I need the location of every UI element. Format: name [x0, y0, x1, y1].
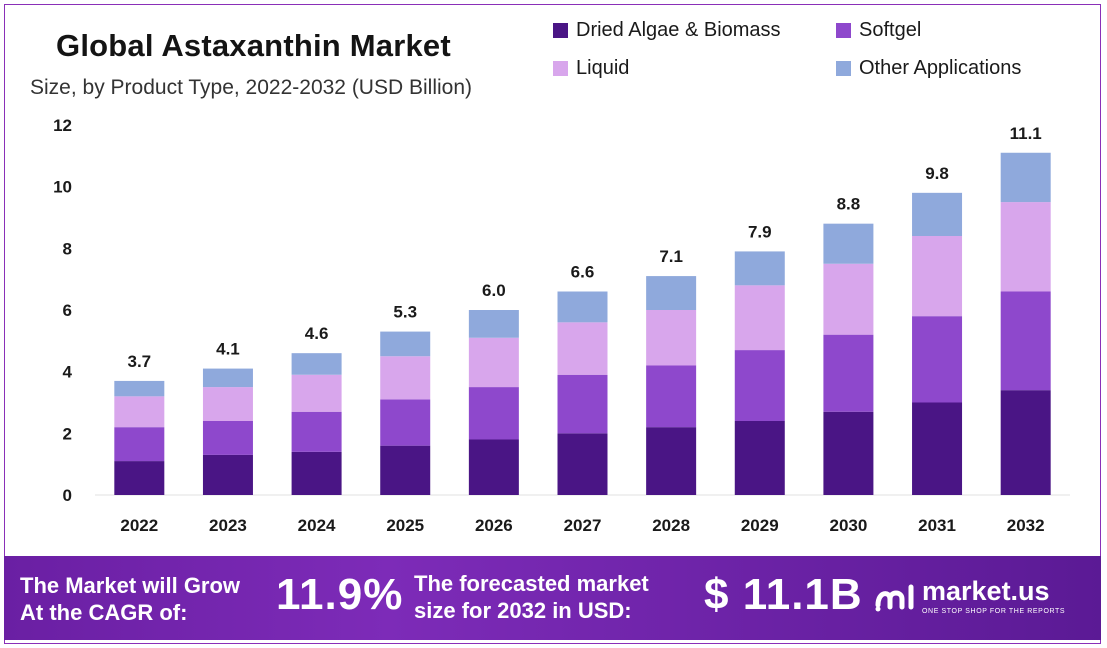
legend-item-softgel: Softgel: [836, 19, 921, 42]
bar-segment: [114, 380, 165, 397]
bar-segment: [646, 427, 697, 495]
summary-banner: The Market will Grow At the CAGR of: 11.…: [4, 556, 1101, 640]
y-tick-label: 12: [53, 116, 72, 135]
bar-segment: [1000, 390, 1051, 495]
bar-total-label: 5.3: [393, 303, 417, 322]
bar-segment: [557, 322, 608, 375]
bar-segment: [468, 337, 519, 388]
bar-segment: [1000, 291, 1051, 391]
legend-item-other-applications: Other Applications: [836, 57, 1021, 80]
bar-segment: [468, 387, 519, 440]
market-us-logo-icon: [875, 584, 914, 611]
bar-segment: [557, 433, 608, 495]
legend-item-dried-algae: Dried Algae & Biomass: [553, 19, 781, 42]
bar-segment: [202, 368, 253, 388]
bar-segment: [912, 192, 963, 236]
bar-segment: [380, 331, 431, 357]
legend-item-liquid: Liquid: [553, 57, 629, 80]
legend-swatch-softgel: [836, 23, 851, 38]
cagr-value: 11.9%: [276, 570, 404, 619]
bar-segment: [291, 353, 342, 375]
y-tick-label: 10: [53, 178, 72, 197]
brand-logo: market.us ONE STOP SHOP FOR THE REPORTS: [874, 576, 1065, 615]
bar-segment: [912, 236, 963, 317]
bar-segment: [823, 411, 874, 495]
bar-segment: [291, 374, 342, 412]
chart-plot: 0 2 4 6 8 10 12 3.7 2022 4.1 2023 4.6 2024 5.3 2025 6.0…: [53, 116, 1070, 535]
bar-segment: [734, 285, 785, 351]
y-tick-label: 4: [63, 363, 73, 382]
x-tick-label: 2030: [829, 516, 867, 535]
cagr-label: The Market will Grow At the CAGR of:: [20, 573, 241, 625]
bar-segment: [557, 291, 608, 323]
bar-segment: [291, 411, 342, 452]
bar-total-label: 7.9: [748, 222, 772, 241]
x-tick-label: 2022: [120, 516, 158, 535]
bar-segment: [202, 454, 253, 495]
bar-segment: [202, 387, 253, 421]
bar-segment: [646, 365, 697, 428]
x-tick-label: 2031: [918, 516, 956, 535]
bar-segment: [646, 276, 697, 310]
bar-segment: [912, 402, 963, 495]
bar-segment: [734, 251, 785, 286]
bar-total-label: 9.8: [925, 164, 949, 183]
bar-total-label: 4.1: [216, 340, 240, 359]
forecast-label: The forecasted market size for 2032 in U…: [414, 571, 649, 623]
bar-total-label: 7.1: [659, 247, 683, 266]
x-tick-label: 2025: [386, 516, 424, 535]
y-tick-label: 6: [63, 301, 72, 320]
x-tick-label: 2024: [298, 516, 336, 535]
chart-title: Global Astaxanthin Market: [56, 28, 451, 63]
bar-segment: [734, 350, 785, 421]
bar-total-label: 6.6: [571, 263, 595, 282]
x-tick-label: 2026: [475, 516, 513, 535]
x-tick-label: 2027: [564, 516, 602, 535]
bar-total-label: 6.0: [482, 281, 506, 300]
bar-segment: [202, 421, 253, 455]
bar-segment: [380, 445, 431, 495]
legend-label-dried-algae: Dried Algae & Biomass: [576, 19, 781, 41]
bar-segment: [823, 334, 874, 412]
bar-segment: [114, 427, 165, 462]
bar-segment: [380, 356, 431, 400]
legend-swatch-other-applications: [836, 61, 851, 76]
x-tick-label: 2023: [209, 516, 247, 535]
bar-total-label: 11.1: [1010, 124, 1042, 143]
chart-subtitle: Size, by Product Type, 2022-2032 (USD Bi…: [30, 76, 473, 99]
legend-label-liquid: Liquid: [576, 57, 630, 79]
legend-swatch-liquid: [553, 61, 568, 76]
brand-name: market.us: [922, 576, 1050, 606]
legend-label-other-applications: Other Applications: [859, 57, 1022, 79]
bar-total-label: 8.8: [837, 195, 861, 214]
bar-segment: [823, 223, 874, 264]
bar-segment: [468, 439, 519, 495]
x-tick-label: 2029: [741, 516, 779, 535]
bar-segment: [1000, 152, 1051, 203]
y-tick-label: 2: [63, 424, 72, 443]
y-tick-label: 0: [63, 486, 72, 505]
bar-segment: [1000, 202, 1051, 292]
bar-segment: [734, 421, 785, 495]
bar-segment: [114, 461, 165, 495]
bar-segment: [912, 316, 963, 403]
y-tick-label: 8: [63, 239, 72, 258]
x-tick-label: 2028: [652, 516, 690, 535]
bar-segment: [823, 263, 874, 335]
legend-swatch-dried-algae: [553, 23, 568, 38]
bar-segment: [114, 396, 165, 428]
bar-segment: [380, 399, 431, 446]
brand-tagline: ONE STOP SHOP FOR THE REPORTS: [922, 608, 1066, 615]
bar-segment: [646, 310, 697, 366]
bar-total-label: 3.7: [127, 352, 151, 371]
forecast-value: $ 11.1B: [704, 570, 863, 619]
bar-segment: [468, 310, 519, 338]
bar-segment: [557, 374, 608, 434]
legend-label-softgel: Softgel: [859, 19, 922, 41]
bar-total-label: 4.6: [305, 324, 329, 343]
bar-segment: [291, 451, 342, 495]
x-tick-label: 2032: [1007, 516, 1045, 535]
